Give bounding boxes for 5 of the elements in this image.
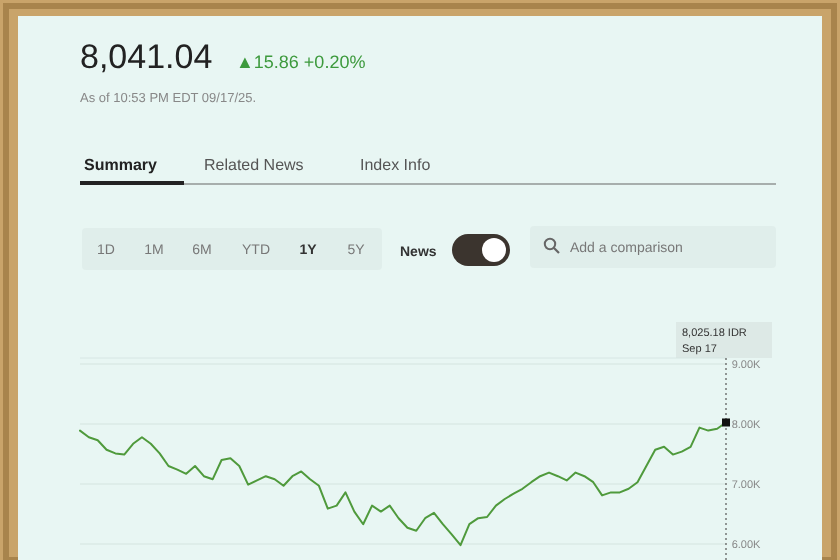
chart-title: 8,041.04 — [80, 38, 213, 76]
text: ▲15.86 +0.20% — [236, 52, 366, 72]
text: Index Info — [360, 156, 432, 174]
text: Summary — [84, 156, 159, 174]
text: Related News — [204, 156, 304, 174]
